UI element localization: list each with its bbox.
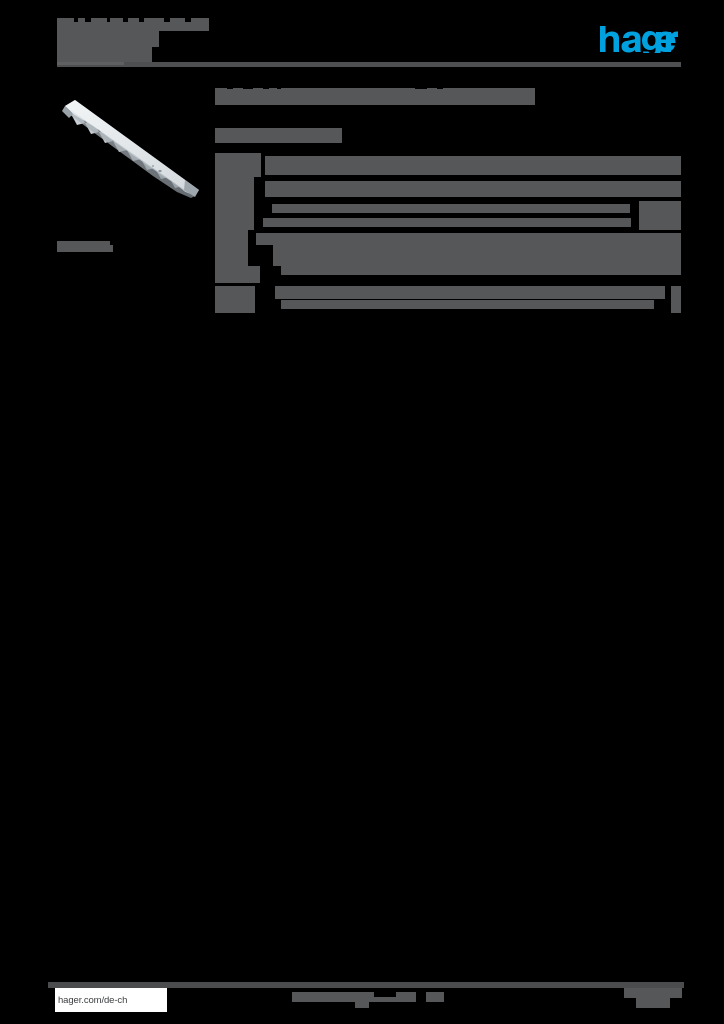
header-title-redacted: [57, 18, 209, 62]
spec-label-redacted-b: [222, 216, 254, 230]
footer-url-text: hager.com/de-ch: [58, 994, 128, 1006]
spec-value-redacted: [263, 218, 631, 227]
table-row: [215, 230, 681, 245]
product-heading-area: [215, 84, 681, 105]
spec-value-redacted: [273, 245, 681, 266]
header-divider-rule: [57, 62, 681, 67]
table-row: [215, 266, 681, 283]
spec-label-redacted: [215, 245, 248, 266]
table-row: [215, 201, 681, 216]
spec-label-redacted: [215, 153, 261, 164]
header-title-line-2: [57, 31, 159, 47]
header-title-line-1: [57, 18, 209, 31]
header-title-gap: [185, 18, 191, 22]
table-row: [215, 177, 681, 201]
header-title-gap: [164, 18, 170, 22]
spec-label-redacted-b: [222, 201, 254, 216]
spec-value-redacted: [265, 156, 681, 175]
spec-label-redacted: [215, 286, 255, 299]
header-title-gap: [123, 18, 128, 22]
header-title-line-3: [57, 47, 152, 62]
specification-table: [215, 153, 681, 313]
header-title-gap: [139, 18, 144, 22]
spec-value-redacted-tail: [671, 286, 681, 299]
spec-value-redacted: [281, 266, 681, 275]
footer-center-gap: [416, 992, 426, 1002]
spec-label-redacted-b: [222, 230, 248, 245]
footer-page-number-redacted: [624, 988, 682, 998]
product-subtitle-redacted: [215, 128, 342, 143]
spec-value-redacted-tail: [639, 216, 681, 230]
table-row: [215, 283, 681, 299]
header-divider-highlight: [57, 62, 124, 65]
table-row: [215, 299, 681, 313]
footer-center-gap: [374, 992, 396, 997]
table-row: [215, 245, 681, 266]
product-photo-caption-redacted: [57, 241, 113, 252]
product-title-redacted: [215, 84, 535, 105]
spec-label-redacted-2: [215, 164, 261, 177]
table-row: [215, 153, 681, 177]
document-header: [0, 0, 724, 78]
footer-center-redacted: [292, 992, 444, 1002]
table-row: [215, 216, 681, 230]
footer-center-tail-redacted: [355, 1002, 369, 1008]
spec-label-redacted: [215, 299, 255, 313]
spec-value-redacted: [256, 233, 681, 245]
footer-divider-rule: [48, 982, 684, 988]
spec-label-redacted: [215, 266, 260, 283]
spec-value-redacted: [265, 181, 681, 197]
spec-value-redacted-tail: [671, 299, 681, 313]
spec-value-redacted: [275, 286, 665, 299]
footer-url[interactable]: hager.com/de-ch: [55, 988, 167, 1012]
spec-value-redacted: [272, 204, 630, 213]
footer-page-number-redacted-2: [636, 998, 670, 1008]
spec-value-redacted: [281, 300, 654, 309]
document-footer: [0, 976, 724, 1024]
spec-value-redacted-tail: [639, 201, 681, 216]
header-title-gap: [85, 18, 91, 22]
hager-logo: [599, 25, 681, 53]
product-photo: [57, 92, 205, 200]
spec-label-redacted-b: [222, 177, 254, 201]
